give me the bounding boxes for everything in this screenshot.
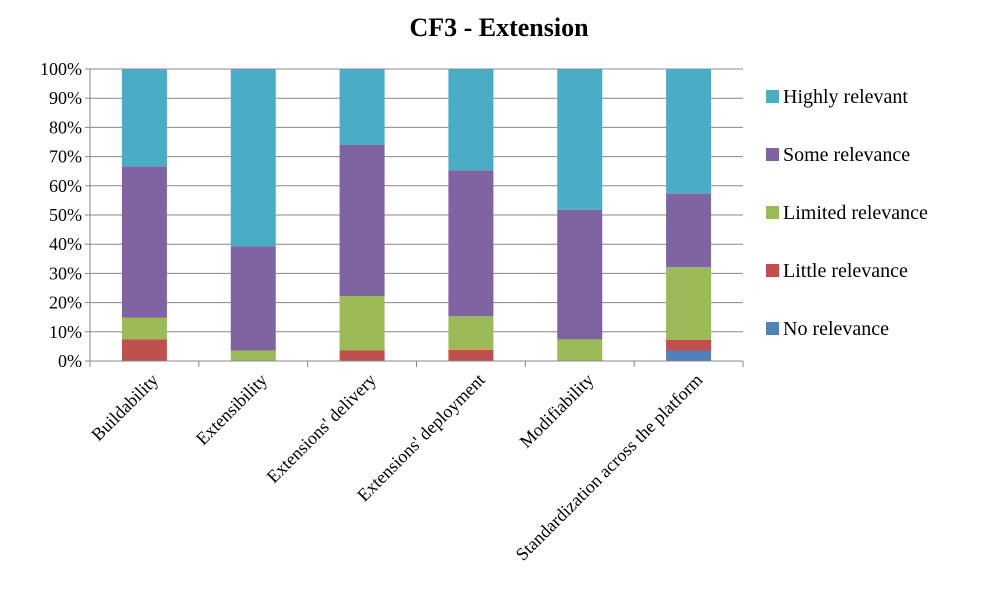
y-tick-label: 100% (40, 59, 82, 79)
y-tick-label: 40% (49, 234, 82, 254)
category-label: Extensions' delivery (263, 370, 380, 487)
bar-segment (666, 350, 712, 361)
bar-segment (339, 296, 385, 351)
bar-segment (339, 69, 385, 145)
y-tick-label: 90% (49, 88, 82, 108)
y-tick-label: 80% (49, 117, 82, 137)
chart-title: CF3 - Extension (409, 13, 589, 42)
bar-segment (448, 69, 494, 171)
category-label: Modifiability (516, 370, 598, 452)
legend-swatch (766, 90, 779, 103)
legend-label: No relevance (783, 318, 889, 340)
bar-segment (339, 350, 385, 361)
y-tick-label: 0% (58, 351, 82, 371)
legend-label: Some relevance (783, 144, 910, 166)
bar-segment (448, 316, 494, 350)
bar-segment (448, 170, 494, 317)
bar-segment (230, 246, 276, 351)
bar-segment (666, 339, 712, 351)
legend-swatch (766, 322, 779, 335)
category-label: Extensibility (192, 370, 271, 449)
category-label: Standardization across the platform (512, 370, 707, 565)
bar-segment (666, 68, 712, 194)
y-tick-label: 70% (49, 147, 82, 167)
bar-segment (557, 209, 603, 340)
y-tick-label: 10% (49, 322, 82, 342)
legend: Highly relevant Some relevance Limited rel… (766, 86, 928, 340)
bar-segment (666, 193, 712, 267)
bar-segment (557, 339, 603, 361)
category-label: Buildability (87, 370, 162, 445)
y-tick-label: 20% (49, 293, 82, 313)
legend-label: Highly relevant (783, 86, 908, 108)
bar-segment (121, 69, 167, 167)
legend-swatch (766, 264, 779, 277)
legend-label: Little relevance (783, 260, 908, 282)
bar-segment (121, 317, 167, 340)
bar-segment (666, 266, 712, 340)
y-tick-label: 30% (49, 263, 82, 283)
y-tick-label: 50% (49, 205, 82, 225)
legend-label: Limited relevance (783, 202, 928, 224)
gridlines (90, 68, 743, 362)
y-tick-label: 60% (49, 176, 82, 196)
bar-segment (557, 69, 603, 210)
bar-segment (121, 166, 167, 318)
bar-segment (448, 349, 494, 361)
legend-swatch (766, 148, 779, 161)
bars (121, 68, 712, 361)
bar-segment (230, 350, 276, 361)
legend-swatch (766, 206, 779, 219)
bar-segment (230, 69, 276, 247)
bar-segment (339, 144, 385, 297)
bar-segment (121, 339, 167, 361)
